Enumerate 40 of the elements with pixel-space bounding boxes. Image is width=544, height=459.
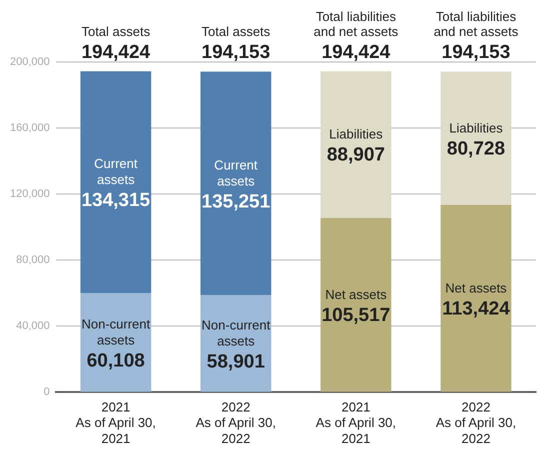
y-tick-label: 160,000 — [10, 122, 50, 134]
data-label: 113,424 — [442, 298, 510, 320]
total-label: 194,424 — [322, 42, 391, 63]
series-label: Net assets — [325, 286, 388, 302]
series-label: Current assets — [214, 157, 258, 188]
data-label: 60,108 — [86, 350, 145, 372]
x-tick-label: 2022 As of April 30, 2022 — [436, 400, 516, 446]
y-tick-label: 120,000 — [10, 188, 50, 200]
data-label: 58,901 — [206, 351, 266, 372]
x-tick-label: 2022 As of April 30, 2022 — [196, 400, 276, 446]
bar — [320, 71, 392, 218]
data-label: 80,728 — [446, 138, 506, 160]
bar — [320, 218, 392, 392]
text: Liabilities — [449, 120, 503, 136]
y-tick-label: 40,000 — [16, 320, 50, 332]
y-tick-label: 200,000 — [10, 56, 50, 68]
data-label: 88,907 — [326, 144, 385, 166]
total-label: 194,424 — [81, 42, 151, 63]
data-label: 134,315 — [81, 190, 151, 212]
text: Total liabilities and net assets — [314, 9, 399, 39]
data-label: 135,251 — [202, 191, 271, 212]
total-label: 194,153 — [442, 42, 510, 63]
text: Total assets — [81, 24, 151, 39]
bar — [200, 72, 272, 295]
text: Total assets — [202, 24, 271, 39]
series-label: Non-current assets — [81, 316, 150, 348]
data-label: 105,517 — [322, 304, 390, 326]
bar — [440, 204, 512, 392]
text: Non-current assets — [202, 317, 270, 348]
bar — [80, 71, 152, 293]
x-tick-label: 2021 As of April 30, 2021 — [316, 400, 396, 446]
series-label: Liabilities — [329, 126, 384, 142]
y-tick-label: 0 — [44, 386, 50, 398]
total-label: 194,153 — [202, 42, 270, 63]
y-tick-label: 80,000 — [16, 254, 50, 266]
text: Net assets — [445, 280, 507, 296]
bar — [440, 72, 512, 205]
text: Current assets — [94, 156, 138, 188]
text: Total liabilities and net assets — [434, 9, 519, 39]
x-tick-label: 2021 As of April 30, 2021 — [76, 400, 156, 446]
